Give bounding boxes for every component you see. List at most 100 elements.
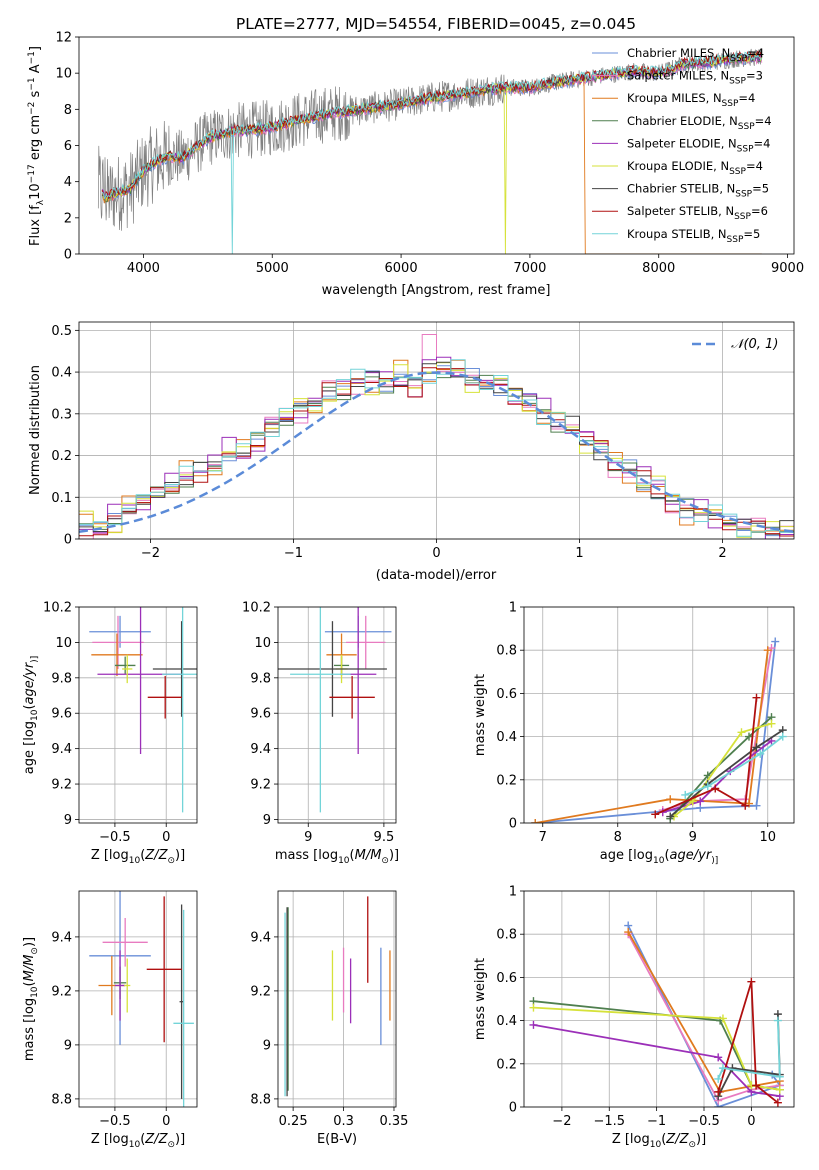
y-axis-label-text-part: −17 [27, 164, 37, 183]
y-axis-label-text-part: )] [22, 937, 37, 947]
x-tick-label: 0.25 [279, 1114, 308, 1129]
x-tick-label: 5000 [256, 261, 289, 276]
legend-label-part: =4 [755, 114, 772, 128]
y-tick-label: 8.8 [51, 1092, 72, 1107]
x-axis-label: wavelength [Angstrom, rest frame] [322, 283, 551, 298]
mass-weight-line [684, 735, 784, 796]
y-tick-label: 6 [64, 139, 72, 154]
y-axis-label-text-part: mass [log [22, 998, 37, 1061]
mass-z-panel-plot [89, 891, 194, 1107]
x-tick-label: 6000 [385, 261, 418, 276]
y-tick-label: 0.4 [496, 1014, 517, 1029]
plus-marker [752, 693, 761, 702]
x-axis-label-part: ( [140, 1132, 145, 1147]
x-axis-label: Z [log10(Z/Z⊙)] [91, 1132, 185, 1150]
y-axis-label-text-part: ( [22, 981, 37, 986]
y-axis-label: mass weight [473, 674, 488, 756]
legend-label: Chabrier STELIB, NSSP=5 [627, 182, 769, 200]
legend-label-part: SSP [730, 54, 747, 64]
x-axis-label: E(B-V) [317, 1132, 357, 1147]
y-tick-label: 9 [263, 1038, 271, 1053]
y-tick-label: 0 [509, 817, 517, 832]
spectrum-panel-plot [97, 48, 763, 254]
axes-frame [277, 890, 397, 1108]
y-axis-label-text-part: 10 [30, 986, 40, 998]
x-tick-label: 8 [614, 830, 622, 845]
y-axis-label-text: Flux [fλ10−17 erg cm−2 s−1 A−1] [27, 46, 46, 246]
y-tick-label: 10 [55, 636, 72, 651]
y-tick-label: 0.2 [496, 1057, 517, 1072]
x-tick-label: 0.3 [333, 1114, 354, 1129]
legend-label: Chabrier MILES, NSSP=4 [627, 46, 764, 64]
hist-step-salpeter-stelib [79, 367, 794, 537]
y-axis-label: age [log10(age/yr)] [22, 656, 40, 774]
x-axis-label: mass [log10(M/M⊙)] [275, 848, 399, 866]
legend-label-part: =4 [747, 46, 764, 60]
y-tick-label: 10.2 [242, 601, 271, 616]
y-tick-label: 9.4 [51, 742, 72, 757]
y-tick-label: 8 [64, 103, 72, 118]
y-axis-label-text-part: λ [36, 199, 46, 205]
axes-frame [277, 606, 397, 824]
legend-label: Chabrier ELODIE, NSSP=4 [627, 114, 772, 132]
x-tick-label: 0 [747, 1114, 755, 1129]
x-tick-label: 0 [162, 1114, 170, 1129]
legend-label-part: SSP [735, 190, 752, 200]
legend-label-part: Kroupa MILES, N [627, 91, 722, 105]
legend-label-part: SSP [727, 235, 744, 245]
x-tick-label: 2 [718, 546, 726, 561]
legend-label-part: =4 [746, 159, 763, 173]
x-tick-label: 9000 [771, 261, 804, 276]
x-tick-label: −1 [647, 1114, 666, 1129]
y-tick-label: 0 [64, 248, 72, 263]
plus-marker [529, 1003, 538, 1012]
legend-label-part: Kroupa ELODIE, N [627, 159, 729, 173]
x-tick-label: −0.5 [99, 830, 131, 845]
mass-weight-line [717, 981, 779, 1104]
y-tick-label: 8.8 [250, 1092, 271, 1107]
mass-weight-line [717, 1020, 781, 1080]
x-axis-label-part: ( [140, 848, 145, 863]
legend-label-part: Chabrier MILES, N [627, 46, 730, 60]
mass-weight-line [533, 1006, 780, 1091]
plus-marker [737, 728, 746, 737]
residual-panel-plot [79, 334, 794, 539]
x-axis-label: Z [log10(Z/Z⊙)] [612, 1132, 706, 1150]
y-axis-label: mass [log10(M/M⊙)] [22, 937, 40, 1061]
plus-marker [714, 1053, 723, 1062]
y-tick-label: 0.6 [496, 971, 517, 986]
y-axis-label-text-part: −1 [27, 77, 37, 90]
legend-label-part: SSP [738, 122, 755, 132]
mass-weight-line [627, 931, 780, 1093]
x-tick-label: 10 [759, 830, 776, 845]
plus-marker [778, 732, 787, 741]
plus-marker [714, 1074, 723, 1083]
x-axis-label-part: ( [350, 848, 355, 863]
y-tick-label: 1 [509, 601, 517, 616]
axes-frame [78, 321, 795, 540]
legend-label-part: =4 [754, 136, 771, 150]
chart-title: PLATE=2777, MJD=54554, FIBERID=0045, z=0… [236, 15, 636, 33]
y-tick-label: 9.8 [250, 671, 271, 686]
plus-marker [771, 637, 780, 646]
legend-label-part: =6 [751, 204, 768, 218]
hist-step-salpeter-elodie [79, 356, 794, 539]
plus-marker [763, 646, 772, 655]
mass-weight-line [717, 1014, 781, 1097]
y-tick-label: 0.2 [51, 449, 72, 464]
y-axis-label-text-part: s [28, 90, 43, 101]
legend-label-part: Chabrier STELIB, N [627, 182, 735, 196]
plus-marker [775, 1072, 784, 1081]
model-line-kroupa-stelib [101, 50, 762, 254]
x-tick-label: 9.5 [374, 830, 395, 845]
plus-marker [752, 801, 761, 810]
plus-marker [703, 782, 712, 791]
y-axis-label-text-part: 10 [30, 709, 40, 721]
legend-label: Salpeter MILES, NSSP=3 [627, 69, 763, 87]
legend-label-part: Salpeter ELODIE, N [627, 136, 737, 150]
y-tick-label: 9.6 [51, 707, 72, 722]
plus-marker [666, 795, 675, 804]
y-tick-label: 0.6 [496, 687, 517, 702]
